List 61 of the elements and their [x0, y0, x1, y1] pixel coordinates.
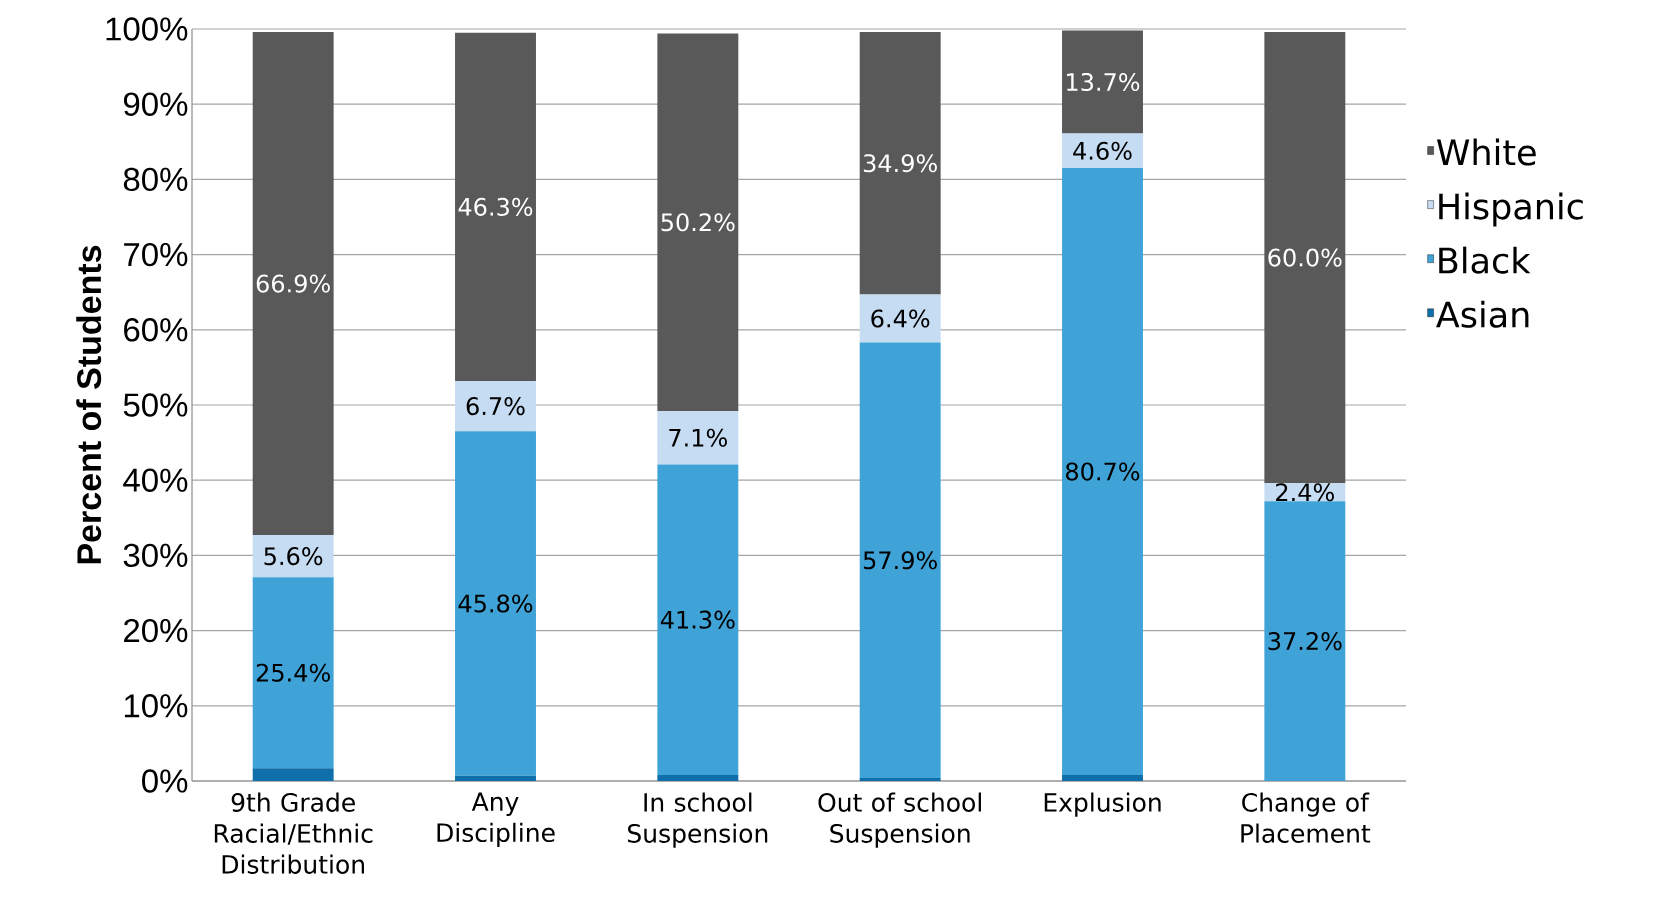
bar — [455, 431, 536, 776]
data-label: 80.7% — [1066, 462, 1140, 481]
y-axis-title: Percent of Students — [76, 245, 102, 564]
bar — [859, 342, 941, 778]
x-tick-label: 9th Grade Racial/Ethnic Distribution — [214, 792, 373, 874]
y-tick-label: 40% — [123, 468, 188, 492]
bar — [252, 535, 334, 578]
x-tick-label: In school Suspension — [628, 792, 768, 848]
data-label: 4.6% — [1073, 141, 1132, 160]
x-tick-label: Explusion — [1044, 792, 1161, 817]
data-label: 6.4% — [871, 309, 930, 328]
bar — [455, 775, 536, 781]
bar — [859, 777, 941, 781]
bar — [1264, 32, 1346, 484]
data-label: 25.4% — [256, 663, 330, 682]
data-label: 50.2% — [661, 213, 735, 232]
legend-label: White — [1436, 138, 1536, 166]
data-label: 7.1% — [669, 428, 727, 447]
legend-label: Asian — [1436, 300, 1529, 328]
bar — [455, 32, 536, 381]
data-label: 13.7% — [1067, 72, 1140, 92]
y-tick-label: 50% — [123, 393, 188, 417]
legend-label: Hispanic — [1439, 192, 1583, 227]
bar — [657, 33, 739, 412]
bar — [252, 768, 334, 781]
data-label: 37.2% — [1268, 632, 1342, 651]
bar — [455, 380, 536, 432]
bar — [859, 32, 941, 295]
y-tick-label: 90% — [123, 92, 188, 116]
data-label: 66.9% — [256, 274, 330, 293]
y-tick-label: 0% — [142, 769, 188, 793]
data-label: 5.6% — [264, 547, 323, 566]
data-label: 2.4% — [1276, 483, 1334, 502]
data-label: 46.3% — [458, 197, 533, 216]
bar — [1264, 501, 1346, 781]
y-tick-label: 70% — [124, 242, 188, 267]
bar — [1062, 30, 1143, 134]
y-tick-label: 80% — [123, 167, 188, 192]
data-label: 34.9% — [863, 154, 937, 173]
y-tick-label: 30% — [123, 543, 188, 568]
bar — [1062, 168, 1143, 775]
data-label: 45.8% — [458, 594, 533, 613]
data-label: 60.0% — [1268, 248, 1342, 267]
bar — [252, 577, 334, 769]
y-tick-label: 60% — [124, 318, 188, 342]
bar — [859, 294, 941, 343]
data-label: 6.7% — [466, 397, 525, 416]
y-tick-label: 10% — [124, 694, 188, 718]
data-label: 41.3% — [660, 610, 735, 629]
bar — [1062, 774, 1143, 781]
x-tick-label: Any Discipline — [437, 792, 555, 847]
legend-label: Black — [1439, 246, 1531, 274]
data-label: 57.9% — [863, 551, 937, 570]
bar — [657, 774, 739, 781]
y-tick-label: 20% — [124, 618, 188, 643]
bar — [657, 464, 739, 775]
x-tick-label: Out of school Suspension — [818, 792, 981, 848]
bar — [657, 411, 739, 465]
bar — [252, 32, 334, 536]
x-tick-label: Change of Placement — [1241, 792, 1371, 843]
y-tick-label: 100% — [106, 17, 188, 41]
